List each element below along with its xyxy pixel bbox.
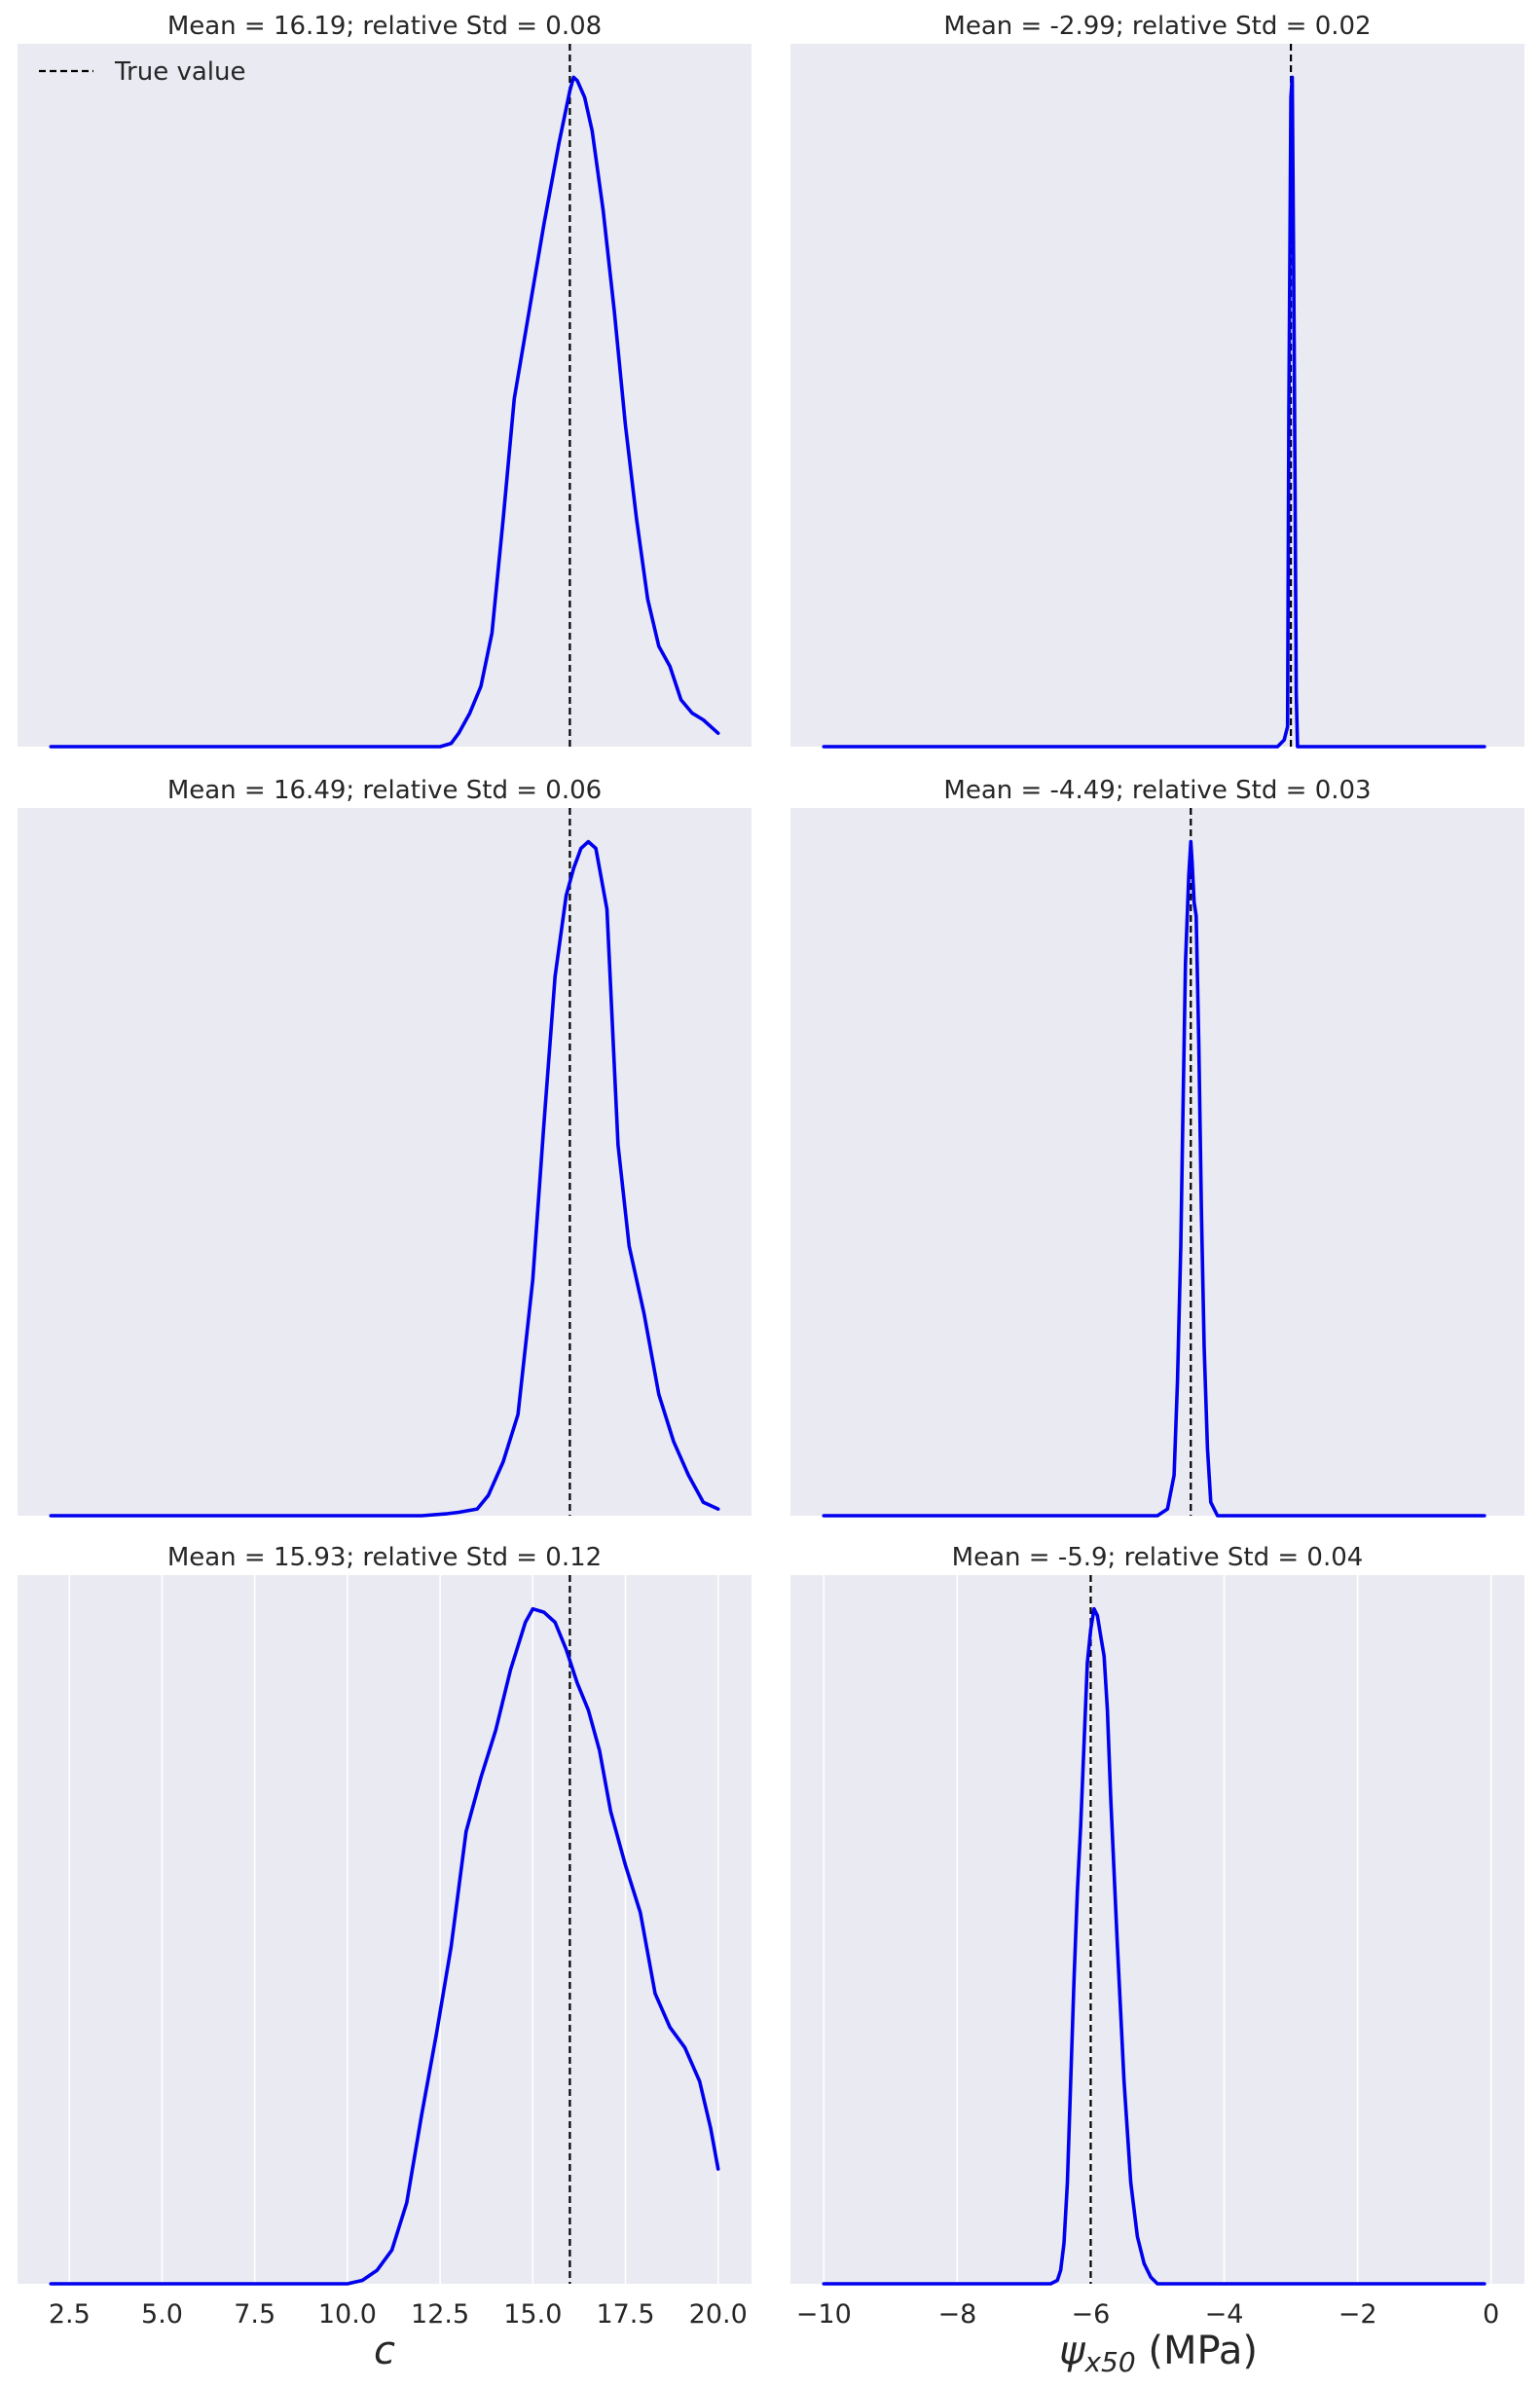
- density-curve: [822, 839, 1486, 1518]
- x-tick-label: 2.5: [49, 2299, 91, 2330]
- chart-panel-1: Mean = 16.19; relative Std = 0.08 True va…: [18, 12, 752, 749]
- x-axis-label: c: [374, 2329, 395, 2373]
- chart-title: Mean = 16.49; relative Std = 0.06: [167, 776, 602, 805]
- x-tick-label: 7.5: [234, 2299, 275, 2330]
- x-tick-label: −4: [1205, 2299, 1244, 2330]
- legend-label: True value: [114, 57, 246, 87]
- x-tick-label: −10: [796, 2299, 852, 2330]
- x-axis-label: ψx50 (MPa): [1059, 2329, 1258, 2378]
- chart-title: Mean = 15.93; relative Std = 0.12: [167, 1543, 602, 1572]
- x-tick-label: 5.0: [141, 2299, 183, 2330]
- density-curve: [822, 1606, 1486, 2286]
- x-tick-label: 10.0: [318, 2299, 377, 2330]
- x-tick-label: 20.0: [689, 2299, 748, 2330]
- chart-panel-3: Mean = 16.49; relative Std = 0.06: [18, 776, 752, 1518]
- plot-area: [790, 1575, 1524, 2284]
- plot-area: [790, 44, 1524, 747]
- chart-title: Mean = 16.19; relative Std = 0.08: [167, 12, 602, 41]
- x-tick-label: −6: [1072, 2299, 1111, 2330]
- x-tick-label: 0: [1483, 2299, 1499, 2330]
- x-tick-label: 15.0: [503, 2299, 562, 2330]
- chart-panel-4: Mean = -4.49; relative Std = 0.03: [790, 776, 1524, 1518]
- chart-panel-5: Mean = 15.93; relative Std = 0.12 2.5 5.0 7…: [18, 1543, 752, 2373]
- density-curve: [49, 75, 720, 749]
- plot-area: [790, 808, 1524, 1516]
- chart-panel-2: Mean = -2.99; relative Std = 0.02: [790, 12, 1524, 749]
- plot-area: [18, 44, 752, 747]
- legend: True value: [39, 57, 246, 87]
- x-tick-label: −8: [937, 2299, 976, 2330]
- x-tick-label: 17.5: [596, 2299, 654, 2330]
- chart-title: Mean = -2.99; relative Std = 0.02: [943, 12, 1371, 41]
- density-curve: [822, 75, 1486, 749]
- density-curve: [49, 839, 720, 1518]
- chart-panel-6: Mean = -5.9; relative Std = 0.04 −10 −8 −6 −…: [790, 1543, 1524, 2378]
- plot-area: [18, 808, 752, 1516]
- plot-area: [18, 1575, 752, 2284]
- x-tick-label: 12.5: [411, 2299, 469, 2330]
- chart-title: Mean = -4.49; relative Std = 0.03: [943, 776, 1371, 805]
- x-tick-label: −2: [1338, 2299, 1377, 2330]
- density-curve: [49, 1606, 720, 2286]
- chart-title: Mean = -5.9; relative Std = 0.04: [952, 1543, 1364, 1572]
